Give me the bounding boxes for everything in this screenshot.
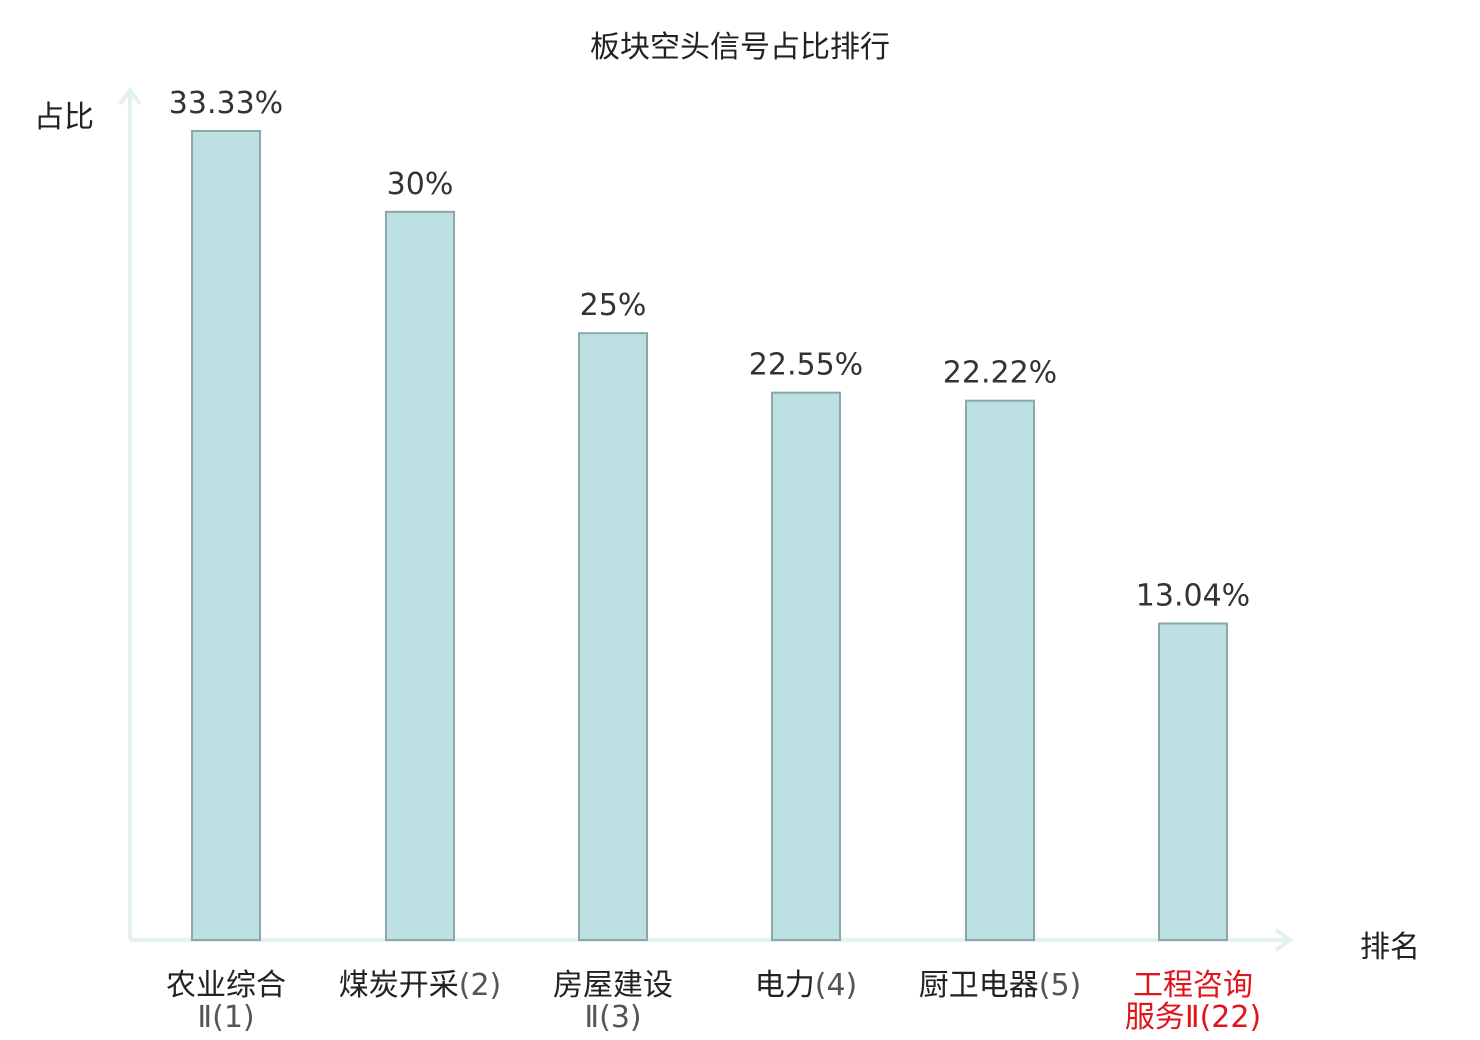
x-tick-label: 电力(4) bbox=[755, 968, 858, 1003]
x-tick-label: 厨卫电器(5) bbox=[919, 968, 1082, 1003]
y-axis-arrow-icon bbox=[118, 86, 142, 106]
x-tick-rank: Ⅱ(3) bbox=[584, 1000, 641, 1035]
x-tick-label: 房屋建设 bbox=[553, 968, 673, 1003]
chart-title: 板块空头信号占比排行 bbox=[590, 30, 890, 65]
x-tick-label: 农业综合 bbox=[166, 968, 286, 1003]
x-tick-rank: Ⅱ(1) bbox=[197, 1000, 254, 1035]
data-label: 22.55% bbox=[749, 348, 863, 383]
y-axis-label: 占比 bbox=[34, 100, 94, 135]
bar bbox=[385, 210, 455, 941]
data-label: 13.04% bbox=[1136, 578, 1250, 613]
bar bbox=[578, 332, 648, 941]
data-label: 30% bbox=[387, 167, 454, 202]
x-axis-arrow-icon bbox=[1274, 928, 1294, 952]
x-tick-rank: 服务Ⅱ(22) bbox=[1125, 1000, 1261, 1035]
x-tick-label: 工程咨询 bbox=[1133, 968, 1253, 1003]
x-axis-label: 排名 bbox=[1360, 930, 1420, 965]
data-label: 25% bbox=[580, 288, 647, 323]
bar bbox=[965, 399, 1035, 941]
bar bbox=[1158, 622, 1228, 941]
x-tick-label: 煤炭开采(2) bbox=[339, 968, 502, 1003]
data-label: 33.33% bbox=[169, 86, 283, 121]
bar bbox=[771, 391, 841, 942]
bar bbox=[191, 130, 261, 941]
data-label: 22.22% bbox=[943, 356, 1057, 391]
